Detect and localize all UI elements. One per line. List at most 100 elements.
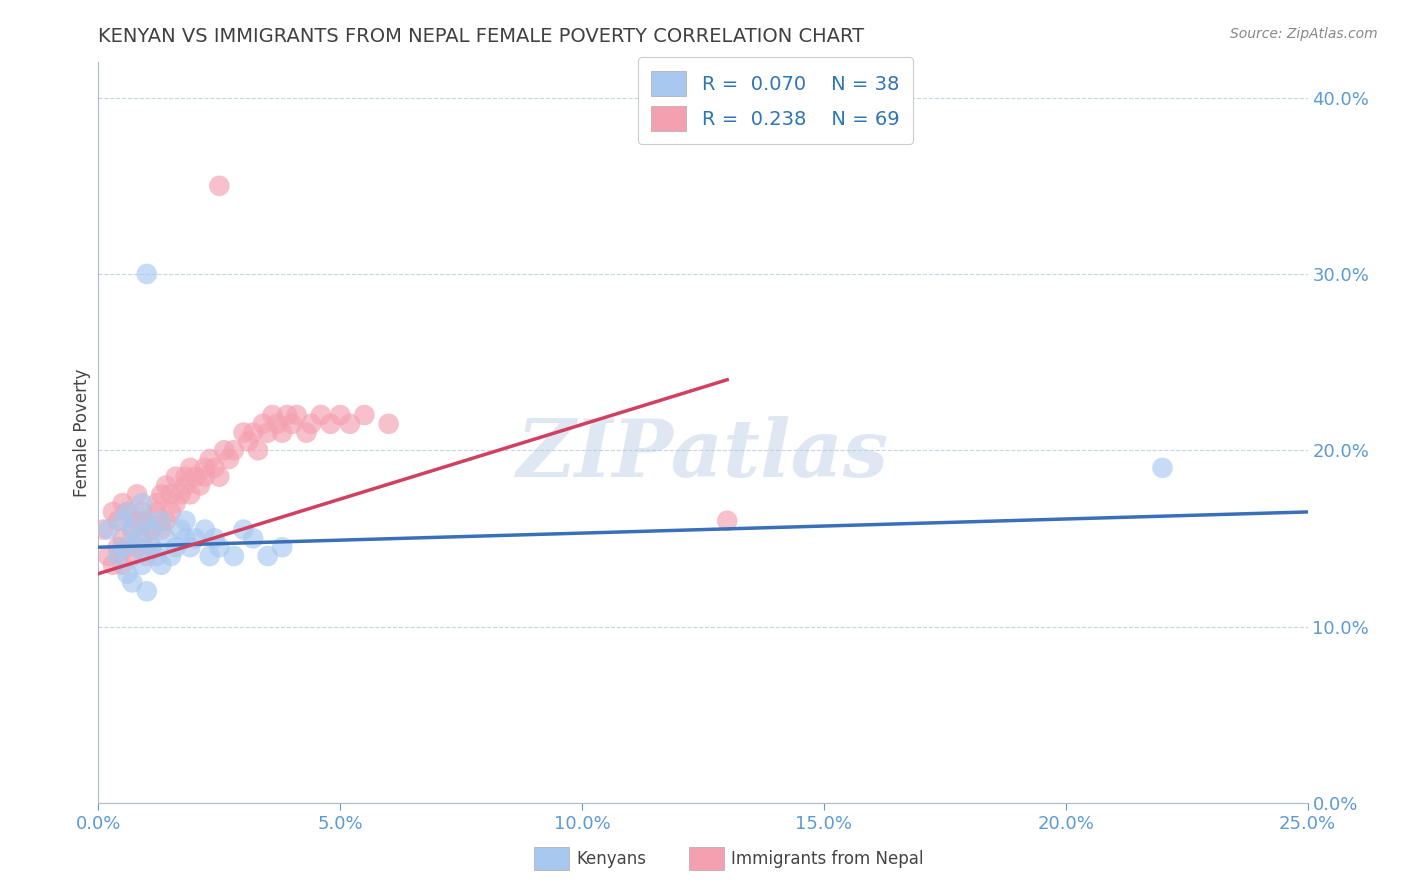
- Point: [121, 523, 143, 537]
- Point: [150, 558, 173, 572]
- Point: [252, 417, 274, 431]
- Point: [212, 443, 235, 458]
- Point: [204, 532, 226, 546]
- Point: [232, 523, 254, 537]
- Point: [247, 443, 270, 458]
- Point: [127, 487, 149, 501]
- Point: [174, 478, 197, 492]
- Point: [141, 540, 163, 554]
- Point: [238, 434, 260, 449]
- Point: [169, 523, 191, 537]
- Text: KENYAN VS IMMIGRANTS FROM NEPAL FEMALE POVERTY CORRELATION CHART: KENYAN VS IMMIGRANTS FROM NEPAL FEMALE P…: [98, 27, 865, 45]
- Point: [222, 549, 245, 563]
- Point: [107, 540, 129, 554]
- Point: [174, 514, 197, 528]
- Point: [155, 514, 177, 528]
- Point: [131, 505, 153, 519]
- Point: [165, 540, 187, 554]
- Point: [329, 408, 352, 422]
- Point: [271, 540, 294, 554]
- Point: [117, 505, 139, 519]
- Point: [127, 514, 149, 528]
- Point: [135, 584, 157, 599]
- Point: [111, 514, 134, 528]
- Point: [97, 523, 120, 537]
- Text: Kenyans: Kenyans: [576, 850, 647, 868]
- Point: [299, 417, 322, 431]
- Point: [198, 549, 221, 563]
- Point: [107, 514, 129, 528]
- Text: Source: ZipAtlas.com: Source: ZipAtlas.com: [1230, 27, 1378, 41]
- Point: [174, 469, 197, 483]
- Point: [145, 505, 167, 519]
- Point: [262, 408, 284, 422]
- Point: [165, 469, 187, 483]
- Point: [141, 523, 163, 537]
- Point: [309, 408, 332, 422]
- Point: [174, 532, 197, 546]
- Point: [131, 496, 153, 510]
- Point: [266, 417, 288, 431]
- Point: [121, 523, 143, 537]
- Point: [111, 532, 134, 546]
- Legend: R =  0.070    N = 38, R =  0.238    N = 69: R = 0.070 N = 38, R = 0.238 N = 69: [638, 57, 914, 145]
- Point: [150, 514, 173, 528]
- Point: [353, 408, 375, 422]
- Point: [222, 443, 245, 458]
- Point: [1152, 461, 1174, 475]
- Point: [256, 549, 278, 563]
- Point: [271, 425, 294, 440]
- Point: [160, 505, 183, 519]
- Point: [194, 461, 217, 475]
- Point: [194, 523, 217, 537]
- Point: [179, 461, 201, 475]
- Point: [111, 540, 134, 554]
- Point: [155, 532, 177, 546]
- Point: [242, 532, 264, 546]
- Point: [155, 478, 177, 492]
- Point: [121, 575, 143, 590]
- Point: [141, 540, 163, 554]
- Point: [135, 514, 157, 528]
- Point: [127, 540, 149, 554]
- Point: [242, 425, 264, 440]
- Y-axis label: Female Poverty: Female Poverty: [73, 368, 91, 497]
- Point: [160, 487, 183, 501]
- Point: [256, 425, 278, 440]
- Point: [127, 540, 149, 554]
- Point: [208, 540, 231, 554]
- Point: [150, 523, 173, 537]
- Point: [218, 452, 240, 467]
- Point: [135, 514, 157, 528]
- Point: [179, 540, 201, 554]
- Point: [107, 549, 129, 563]
- Point: [285, 408, 308, 422]
- Point: [339, 417, 361, 431]
- Point: [377, 417, 399, 431]
- Point: [179, 487, 201, 501]
- Point: [184, 469, 207, 483]
- Point: [194, 469, 217, 483]
- Point: [276, 408, 298, 422]
- Point: [141, 523, 163, 537]
- Point: [111, 558, 134, 572]
- Point: [117, 566, 139, 581]
- Point: [188, 478, 211, 492]
- Point: [169, 487, 191, 501]
- Point: [198, 452, 221, 467]
- Point: [204, 461, 226, 475]
- Point: [184, 532, 207, 546]
- Point: [135, 549, 157, 563]
- Point: [208, 178, 231, 193]
- Point: [145, 549, 167, 563]
- Point: [319, 417, 342, 431]
- Point: [117, 505, 139, 519]
- Point: [101, 558, 124, 572]
- Point: [131, 558, 153, 572]
- Point: [97, 549, 120, 563]
- Point: [117, 540, 139, 554]
- Point: [135, 267, 157, 281]
- Point: [121, 549, 143, 563]
- Point: [145, 496, 167, 510]
- Point: [160, 549, 183, 563]
